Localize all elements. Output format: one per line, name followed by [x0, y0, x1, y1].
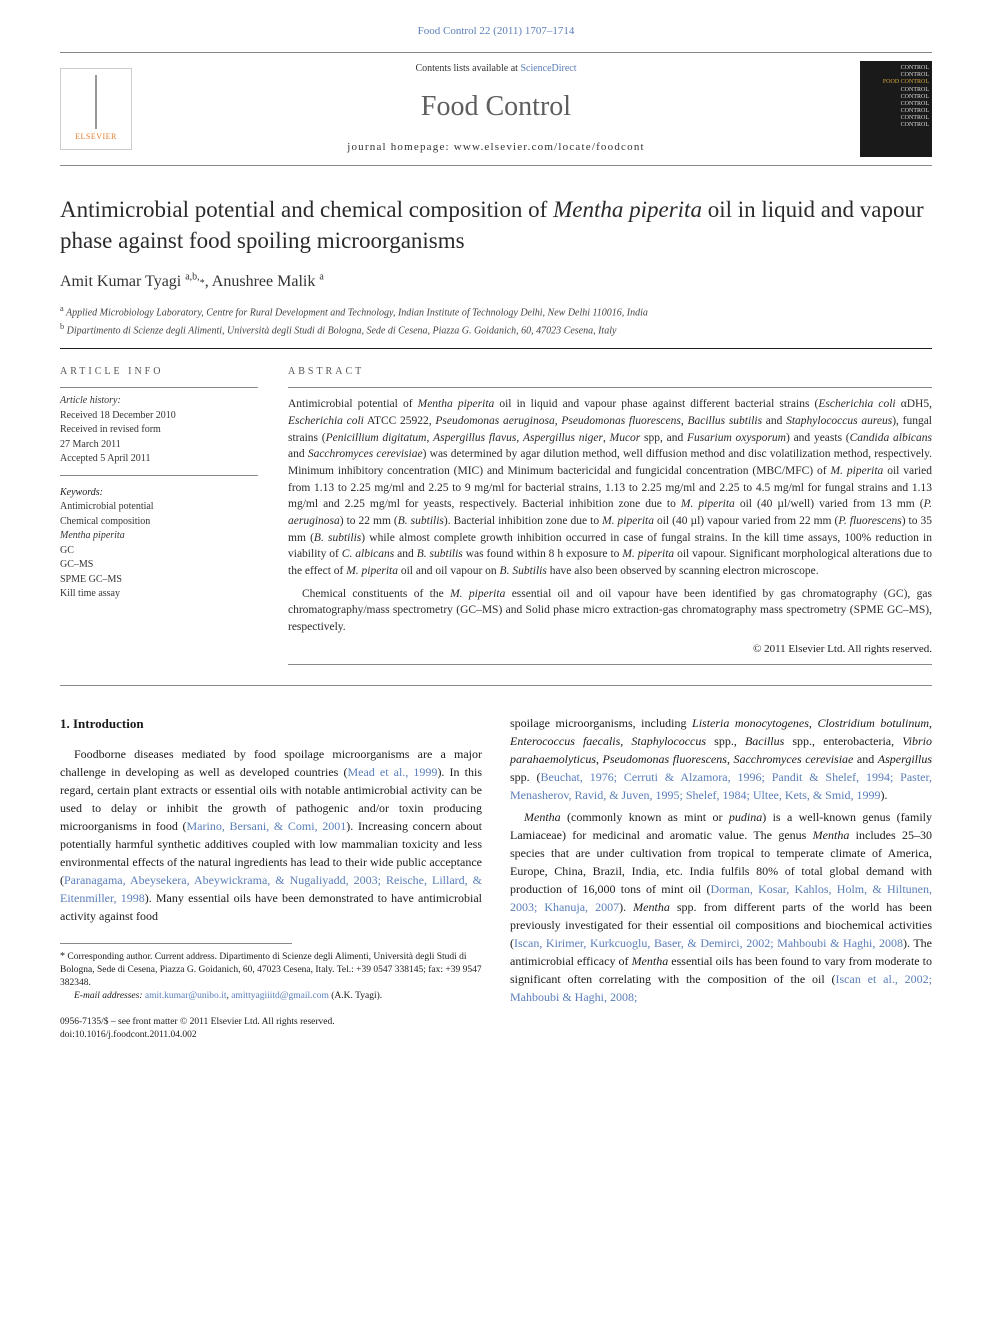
keyword: GC	[60, 544, 258, 559]
cover-line: CONTROL	[863, 101, 929, 108]
corresponding-email-line: E-mail addresses: amit.kumar@unibo.it, a…	[60, 990, 482, 1003]
doi-line[interactable]: doi:10.1016/j.foodcont.2011.04.002	[60, 1029, 482, 1042]
affiliation-item: a Applied Microbiology Laboratory, Centr…	[60, 303, 932, 320]
abstract-para-2: Chemical constituents of the M. piperita…	[288, 586, 932, 636]
divider	[60, 387, 258, 388]
body-paragraph: Foodborne diseases mediated by food spoi…	[60, 745, 482, 925]
divider	[60, 685, 932, 686]
homepage-prefix: journal homepage:	[347, 141, 454, 153]
body-two-column: 1. Introduction Foodborne diseases media…	[60, 714, 932, 1042]
cover-line: CONTROL	[863, 72, 929, 79]
affiliation-text: Dipartimento di Scienze degli Alimenti, …	[67, 325, 617, 336]
cover-line: FOOD CONTROL	[863, 79, 929, 86]
divider	[60, 475, 258, 476]
cover-line: CONTROL	[863, 115, 929, 122]
sciencedirect-link[interactable]: ScienceDirect	[520, 63, 576, 74]
journal-homepage-line: journal homepage: www.elsevier.com/locat…	[146, 140, 846, 156]
cover-line: CONTROL	[863, 87, 929, 94]
body-column-left: 1. Introduction Foodborne diseases media…	[60, 714, 482, 1042]
divider	[288, 387, 932, 388]
abstract-label: abstract	[288, 365, 932, 380]
abstract-para-1: Antimicrobial potential of Mentha piperi…	[288, 396, 932, 579]
keyword: Chemical composition	[60, 515, 258, 530]
affiliation-item: b Dipartimento di Scienze degli Alimenti…	[60, 321, 932, 338]
email-suffix: (A.K. Tyagi).	[329, 991, 382, 1001]
affiliation-text: Applied Microbiology Laboratory, Centre …	[66, 308, 648, 319]
abstract-copyright: © 2011 Elsevier Ltd. All rights reserved…	[288, 642, 932, 658]
keyword: SPME GC–MS	[60, 573, 258, 588]
affiliations: a Applied Microbiology Laboratory, Centr…	[60, 303, 932, 338]
history-label: Article history:	[60, 394, 258, 409]
divider	[60, 348, 932, 349]
elsevier-wordmark: ELSEVIER	[75, 131, 117, 143]
journal-header-bar: ELSEVIER Contents lists available at Sci…	[60, 52, 932, 166]
keyword: Kill time assay	[60, 587, 258, 602]
front-matter-line: 0956-7135/$ – see front matter © 2011 El…	[60, 1016, 482, 1029]
journal-citation-line[interactable]: Food Control 22 (2011) 1707–1714	[60, 24, 932, 40]
history-item: Accepted 5 April 2011	[60, 452, 258, 467]
keyword: Antimicrobial potential	[60, 500, 258, 515]
email-label: E-mail addresses:	[74, 991, 145, 1001]
cover-line: CONTROL	[863, 65, 929, 72]
body-paragraph: spoilage microorganisms, including Liste…	[510, 714, 932, 804]
keywords-label: Keywords:	[60, 486, 258, 501]
elsevier-logo[interactable]: ELSEVIER	[60, 68, 132, 150]
keyword: GC–MS	[60, 558, 258, 573]
header-center: Contents lists available at ScienceDirec…	[146, 62, 846, 155]
history-item: Received 18 December 2010	[60, 409, 258, 424]
corr-text-body: Corresponding author. Current address. D…	[60, 952, 482, 988]
email-link[interactable]: amit.kumar@unibo.it	[145, 991, 227, 1001]
cover-line: CONTROL	[863, 122, 929, 129]
history-item: Received in revised form	[60, 423, 258, 438]
cover-line: CONTROL	[863, 94, 929, 101]
article-title: Antimicrobial potential and chemical com…	[60, 194, 932, 256]
history-item: 27 March 2011	[60, 438, 258, 453]
corresponding-author-note: * Corresponding author. Current address.…	[60, 950, 482, 989]
author-list: Amit Kumar Tyagi a,b,*, Anushree Malik a	[60, 270, 932, 293]
keyword: Mentha piperita	[60, 529, 258, 544]
affiliation-sup: a	[60, 304, 64, 313]
journal-name: Food Control	[146, 87, 846, 128]
contents-prefix: Contents lists available at	[415, 63, 520, 74]
abstract-column: abstract Antimicrobial potential of Ment…	[288, 365, 932, 665]
footnote-divider	[60, 943, 292, 944]
journal-cover-thumbnail[interactable]: CONTROL CONTROL FOOD CONTROL CONTROL CON…	[860, 61, 932, 157]
info-abstract-row: article info Article history: Received 1…	[60, 365, 932, 665]
contents-available-line: Contents lists available at ScienceDirec…	[146, 62, 846, 77]
elsevier-tree-icon	[70, 75, 122, 129]
email-link[interactable]: amittyagiiitd@gmail.com	[231, 991, 329, 1001]
intro-heading: 1. Introduction	[60, 714, 482, 734]
body-column-right: spoilage microorganisms, including Liste…	[510, 714, 932, 1042]
affiliation-sup: b	[60, 322, 64, 331]
cover-line: CONTROL	[863, 108, 929, 115]
homepage-url[interactable]: www.elsevier.com/locate/foodcont	[454, 141, 645, 153]
article-info-sidebar: article info Article history: Received 1…	[60, 365, 258, 665]
divider	[288, 664, 932, 665]
body-paragraph: Mentha (commonly known as mint or pudina…	[510, 808, 932, 1006]
article-info-label: article info	[60, 365, 258, 380]
